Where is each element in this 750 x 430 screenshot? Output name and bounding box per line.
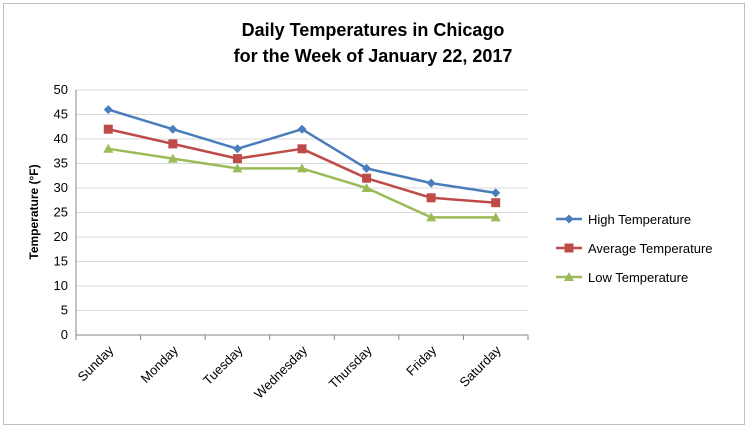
legend-label: Low Temperature — [588, 270, 688, 285]
data-point — [232, 144, 242, 154]
legend-item: Average Temperature — [556, 241, 713, 256]
series-low-temperature — [103, 143, 501, 222]
legend-item: Low Temperature — [556, 270, 688, 285]
data-point — [490, 212, 501, 222]
data-point — [167, 153, 178, 163]
series-group — [103, 105, 501, 222]
data-point — [232, 163, 243, 173]
y-tick-label: 45 — [54, 107, 68, 122]
legend-marker — [564, 214, 574, 224]
data-point — [297, 124, 307, 134]
x-tick-label: Thursday — [326, 342, 375, 391]
legend-item: High Temperature — [556, 212, 691, 227]
x-tick-labels: Sunday Monday Tuesday Wednesday Thursday Frid… — [75, 342, 505, 401]
y-axis-title: Temperature (°F) — [27, 164, 41, 259]
legend-marker — [564, 272, 574, 281]
legend-marker — [564, 243, 574, 253]
x-tick-label: Sunday — [75, 342, 117, 384]
data-point — [491, 198, 501, 208]
chart-title-line1: Daily Temperatures in Chicago — [242, 20, 505, 40]
data-point — [297, 163, 307, 173]
chart-title-line2: for the Week of January 22, 2017 — [234, 46, 513, 66]
y-tick-label: 0 — [61, 327, 68, 342]
data-point — [103, 105, 113, 115]
y-tick-label: 5 — [61, 303, 68, 318]
y-tick-label: 40 — [54, 131, 68, 146]
data-point — [297, 144, 307, 154]
y-tick-label: 10 — [54, 278, 68, 293]
data-point — [426, 193, 436, 203]
x-tick-label: Saturday — [456, 342, 504, 390]
x-tick-label: Monday — [138, 342, 182, 386]
data-point — [103, 143, 114, 153]
data-point — [426, 212, 437, 222]
y-tick-labels: 0 5 10 15 20 25 30 35 40 45 50 — [54, 82, 68, 342]
series-high-temperature — [103, 105, 501, 198]
y-tick-label: 15 — [54, 254, 68, 269]
x-tick-label: Friday — [403, 342, 439, 378]
data-point — [362, 173, 372, 183]
y-tick-label: 20 — [54, 229, 68, 244]
chart-frame — [3, 3, 745, 425]
data-point — [362, 163, 372, 173]
legend-label: Average Temperature — [588, 241, 713, 256]
y-tick-label: 25 — [54, 205, 68, 220]
data-point — [426, 178, 436, 188]
data-point — [168, 124, 178, 134]
y-tick-label: 35 — [54, 156, 68, 171]
data-point — [168, 139, 178, 149]
legend: High Temperature Average Temperature Low T… — [556, 212, 713, 285]
series-average-temperature — [103, 124, 501, 208]
y-tick-label: 30 — [54, 180, 68, 195]
data-point — [361, 183, 372, 192]
x-tick-label: Tuesday — [200, 342, 246, 388]
data-point — [232, 154, 242, 164]
y-tick-label: 50 — [54, 82, 68, 97]
x-tick-label: Wednesday — [251, 342, 310, 401]
data-point — [103, 124, 113, 134]
data-point — [491, 188, 501, 198]
legend-label: High Temperature — [588, 212, 691, 227]
